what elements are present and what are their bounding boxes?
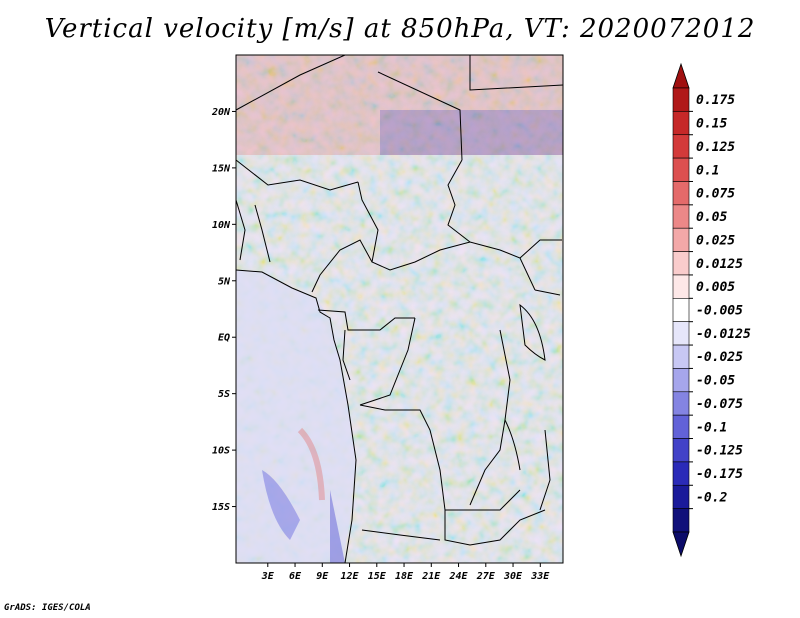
colorbar-swatch [672,368,690,393]
colorbar-label: -0.2 [696,490,727,505]
colorbar-swatch [672,461,690,486]
colorbar-swatch [672,111,690,136]
colorbar-label: -0.075 [696,397,743,412]
lon-tick-label: 12E [341,571,360,582]
grads-credit: GrADS: IGES/COLA [4,603,91,613]
colorbar-label: -0.05 [696,374,735,389]
colorbar-label: 0.0125 [696,257,743,272]
colorbar-swatch [672,87,690,112]
lon-tick-label: 9E [316,571,329,582]
colorbar-label: -0.125 [696,444,743,459]
lon-tick-label: 15E [368,571,387,582]
colorbar: 0.175 0.15 0.125 0.1 0.075 0.05 0.025 0.0125 0.0… [672,62,751,558]
lon-tick-label: 30E [503,571,523,582]
lon-tick-label: 3E [261,571,275,582]
lon-tick-label: 18E [395,571,414,582]
colorbar-swatch [672,484,690,509]
colorbar-swatch [672,508,690,533]
colorbar-swatch [672,227,690,252]
lon-tick-label: 33E [530,571,550,582]
colorbar-label: 0.005 [696,280,735,295]
colorbar-label: 0.075 [696,187,735,202]
country-borders [236,55,563,563]
colorbar-swatch [672,157,690,182]
colorbar-label: 0.175 [696,93,735,108]
chart-title: Vertical velocity [m/s] at 850hPa, VT: 2… [44,14,756,44]
lat-tick-label: 10S [212,446,230,457]
axis-ticks: 20N 15N 10N 5N EQ 5S 10S 15S 3E 6E 9E 12E 15E 18E 21E 2… [211,107,550,582]
colorbar-swatch [672,181,690,206]
colorbar-bottom-arrow [672,531,690,558]
lon-tick-label: 6E [289,571,302,582]
lat-tick-label: 5N [218,276,231,287]
lon-tick-label: 24E [449,571,469,582]
map-frame [235,54,564,564]
lat-tick-label: 15N [212,163,231,174]
lon-tick-label: 21E [421,571,441,582]
lat-tick-label: 20N [211,107,231,118]
colorbar-label: -0.1 [696,420,727,435]
colorbar-label: 0.05 [696,210,727,225]
colorbar-swatch [672,344,690,369]
lon-tick-label: 27E [476,571,496,582]
lat-tick-label: 15S [212,502,230,513]
colorbar-label: -0.005 [696,304,743,319]
colorbar-swatch [672,274,690,299]
colorbar-label: 0.1 [696,163,719,178]
colorbar-swatch [672,321,690,346]
colorbar-swatch [672,251,690,276]
lat-tick-label: 10N [212,220,231,231]
colorbar-swatch [672,391,690,416]
lat-tick-label: 5S [218,389,230,400]
colorbar-label: 0.125 [696,140,735,155]
colorbar-top-arrow [672,62,690,89]
colorbar-label: 0.025 [696,233,735,248]
colorbar-label: 0.15 [696,117,727,132]
colorbar-swatch [672,298,690,322]
velocity-field [236,55,563,563]
colorbar-label: -0.025 [696,350,743,365]
colorbar-swatch [672,204,690,229]
colorbar-label: -0.175 [696,467,743,482]
colorbar-swatch [672,414,690,439]
colorbar-swatch [672,134,690,159]
lat-tick-label: EQ [218,333,230,344]
colorbar-swatch [672,438,690,463]
colorbar-label: -0.0125 [696,327,751,342]
